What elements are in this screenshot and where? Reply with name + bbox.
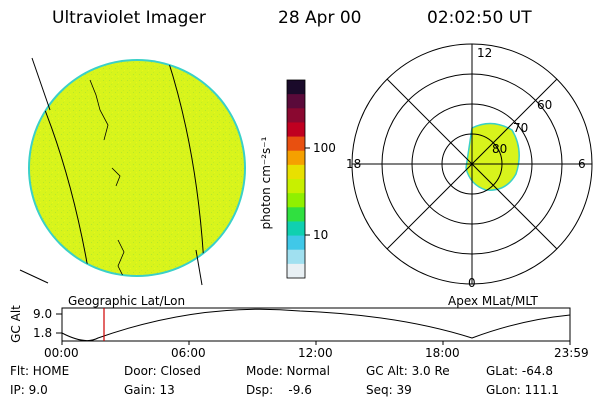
mlt-label-12: 12 [477,46,493,60]
ip-value: IP: 9.0 [10,383,48,397]
mlt-label-6: 6 [578,157,586,171]
time-tick-1800: 18:00 [425,346,460,360]
colorbar-segment [287,122,305,138]
geo-longitude: GLon: 111.1 [486,383,559,397]
time-tick-1200: 12:00 [298,346,333,360]
geo-latitude-line [19,269,49,284]
colorbar-segment [287,249,305,265]
colorbar-segment [287,164,305,180]
geo-longitude-line [31,57,51,111]
time-label: 02:02:50 UT [427,8,532,28]
colorbar-segment [287,235,305,251]
polar-plot [351,43,593,285]
gc-altitude: GC Alt: 3.0 Re [366,364,450,378]
geo-latitude: GLat: -64.8 [486,364,553,378]
mode-status: Mode: Normal [246,364,330,378]
lat-label-80: 80 [492,142,508,156]
colorbar-segment [287,179,305,194]
altitude-tick-1-8: 1.8 [33,326,53,340]
polar-caption: Apex MLat/MLT [448,294,538,308]
colorbar-segment [287,263,305,279]
colorbar [286,79,310,279]
altitude-plot [56,307,571,345]
time-tick-2359: 23:59 [554,346,589,360]
colorbar-segment [287,94,305,109]
colorbar-segment [287,108,305,123]
time-tick-0000: 00:00 [44,346,79,360]
time-tick-0600: 06:00 [171,346,206,360]
colorbar-segment [287,221,305,237]
geo-longitude-line [195,249,203,286]
mlt-label-18: 18 [346,157,362,171]
sequence-number: Seq: 39 [366,383,412,397]
instrument-title: Ultraviolet Imager [52,8,206,28]
coastline [117,239,125,276]
colorbar-segment [287,207,305,222]
date-label: 28 Apr 00 [278,8,362,28]
gain-value: Gain: 13 [124,383,175,397]
aurora-oval [465,122,520,191]
colorbar-segment [287,193,305,208]
colorbar-units-label: photon cm⁻²s⁻¹ [259,136,273,230]
geographic-disk [19,57,246,286]
mlt-label-0: 0 [468,276,476,290]
lat-label-60: 60 [537,98,553,112]
geographic-caption: Geographic Lat/Lon [68,294,186,308]
flight-mode: Flt: HOME [10,364,70,378]
lat-label-70: 70 [513,121,529,135]
door-status: Door: Closed [124,364,201,378]
altitude-curve [61,308,571,342]
altitude-tick-9: 9.0 [33,307,53,321]
colorbar-segment [287,80,305,95]
altitude-axis-label: GC Alt [9,305,23,343]
colorbar-tick-10: 10 [313,228,329,242]
coastline [111,167,121,187]
colorbar-segment [287,150,305,166]
colorbar-segment [287,136,305,152]
colorbar-tick-100: 100 [313,141,336,155]
dsp-value: Dsp: -9.6 [246,383,312,397]
coastline [89,79,109,141]
